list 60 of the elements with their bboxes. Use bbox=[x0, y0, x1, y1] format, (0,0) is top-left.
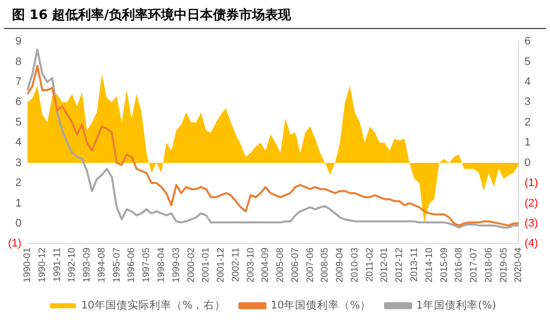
x-tick-label: 1992-10 bbox=[66, 248, 78, 283]
y-tick-label: 5 bbox=[15, 116, 22, 128]
y2-tick-label: (2) bbox=[524, 197, 538, 210]
chart-title: 图 16 超低利率/负利率环境中日本债券市场表现 bbox=[4, 0, 546, 29]
y-tick-label: 4 bbox=[15, 136, 22, 149]
legend-label: 1年国债利率(%) bbox=[416, 298, 496, 312]
y-tick-label: (1) bbox=[8, 238, 22, 250]
x-tick-label: 2008-05 bbox=[320, 248, 331, 283]
y-tick-label: 9 bbox=[15, 36, 22, 48]
x-tick-label: 2004-09 bbox=[260, 248, 272, 283]
x-tick-label: 2001-12 bbox=[216, 248, 227, 283]
y-tick-label: 1 bbox=[15, 197, 22, 210]
y2-tick-label: 6 bbox=[524, 36, 531, 48]
x-tick-label: 1996-06 bbox=[126, 248, 138, 283]
legend-label: 10年国债实际利率（%，右） bbox=[81, 298, 226, 312]
x-tick-label: 2012-12 bbox=[394, 248, 406, 283]
y2-tick-label: 1 bbox=[524, 136, 531, 149]
x-tick-label: 2001-01 bbox=[200, 248, 212, 283]
y2-tick-label: (1) bbox=[524, 177, 538, 190]
x-tick-label: 2002-11 bbox=[230, 248, 242, 282]
x-tick-label: 1990-12 bbox=[36, 248, 48, 283]
y-tick-label: 7 bbox=[15, 76, 22, 88]
x-tick-label: 2018-06 bbox=[483, 248, 494, 283]
y-tick-label: 3 bbox=[15, 156, 22, 169]
x-tick-label: 2013-11 bbox=[409, 248, 420, 282]
x-tick-label: 2000-02 bbox=[186, 248, 197, 283]
x-tick-label: 2015-09 bbox=[438, 248, 450, 283]
x-tick-label: 1999-03 bbox=[170, 248, 182, 283]
y2-tick-label: 0 bbox=[524, 156, 531, 169]
x-tick-label: 2007-06 bbox=[304, 248, 316, 283]
x-tick-label: 1995-07 bbox=[111, 248, 122, 283]
x-tick-label: 2010-03 bbox=[349, 248, 360, 283]
x-tick-label: 2014-10 bbox=[424, 248, 435, 283]
legend-label: 10年国债利率（%） bbox=[270, 298, 372, 312]
x-tick-label: 1998-04 bbox=[156, 248, 168, 283]
x-tick-label: 2020-04 bbox=[513, 248, 524, 283]
y2-tick-label: 5 bbox=[524, 56, 531, 68]
x-tick-label: 1993-09 bbox=[82, 248, 93, 283]
y-tick-label: 6 bbox=[15, 96, 22, 108]
y-tick-label: 8 bbox=[15, 56, 22, 68]
x-tick-label: 2016-08 bbox=[454, 248, 465, 283]
y-tick-label: 0 bbox=[15, 217, 22, 230]
y2-tick-label: 4 bbox=[524, 76, 531, 88]
x-tick-label: 1994-08 bbox=[96, 248, 108, 283]
y2-tick-label: 2 bbox=[524, 116, 531, 128]
x-tick-label: 2019-05 bbox=[498, 248, 510, 283]
x-tick-label: 1991-11 bbox=[52, 248, 63, 282]
y2-tick-label: 3 bbox=[524, 96, 531, 108]
x-tick-label: 1997-05 bbox=[141, 248, 152, 283]
x-tick-label: 1990-01 bbox=[22, 248, 34, 283]
y2-tick-label: (3) bbox=[524, 217, 538, 230]
x-tick-label: 2012-01 bbox=[379, 248, 390, 283]
x-tick-label: 2011-02 bbox=[364, 248, 376, 282]
y2-tick-label: (4) bbox=[524, 238, 538, 250]
x-tick-label: 2005-08 bbox=[275, 248, 286, 283]
x-tick-label: 2006-07 bbox=[290, 248, 301, 283]
x-tick-label: 2017-07 bbox=[468, 248, 480, 283]
x-tick-label: 2003-10 bbox=[245, 248, 256, 283]
x-tick-label: 2009-04 bbox=[334, 248, 346, 283]
y-tick-label: 2 bbox=[15, 177, 22, 190]
